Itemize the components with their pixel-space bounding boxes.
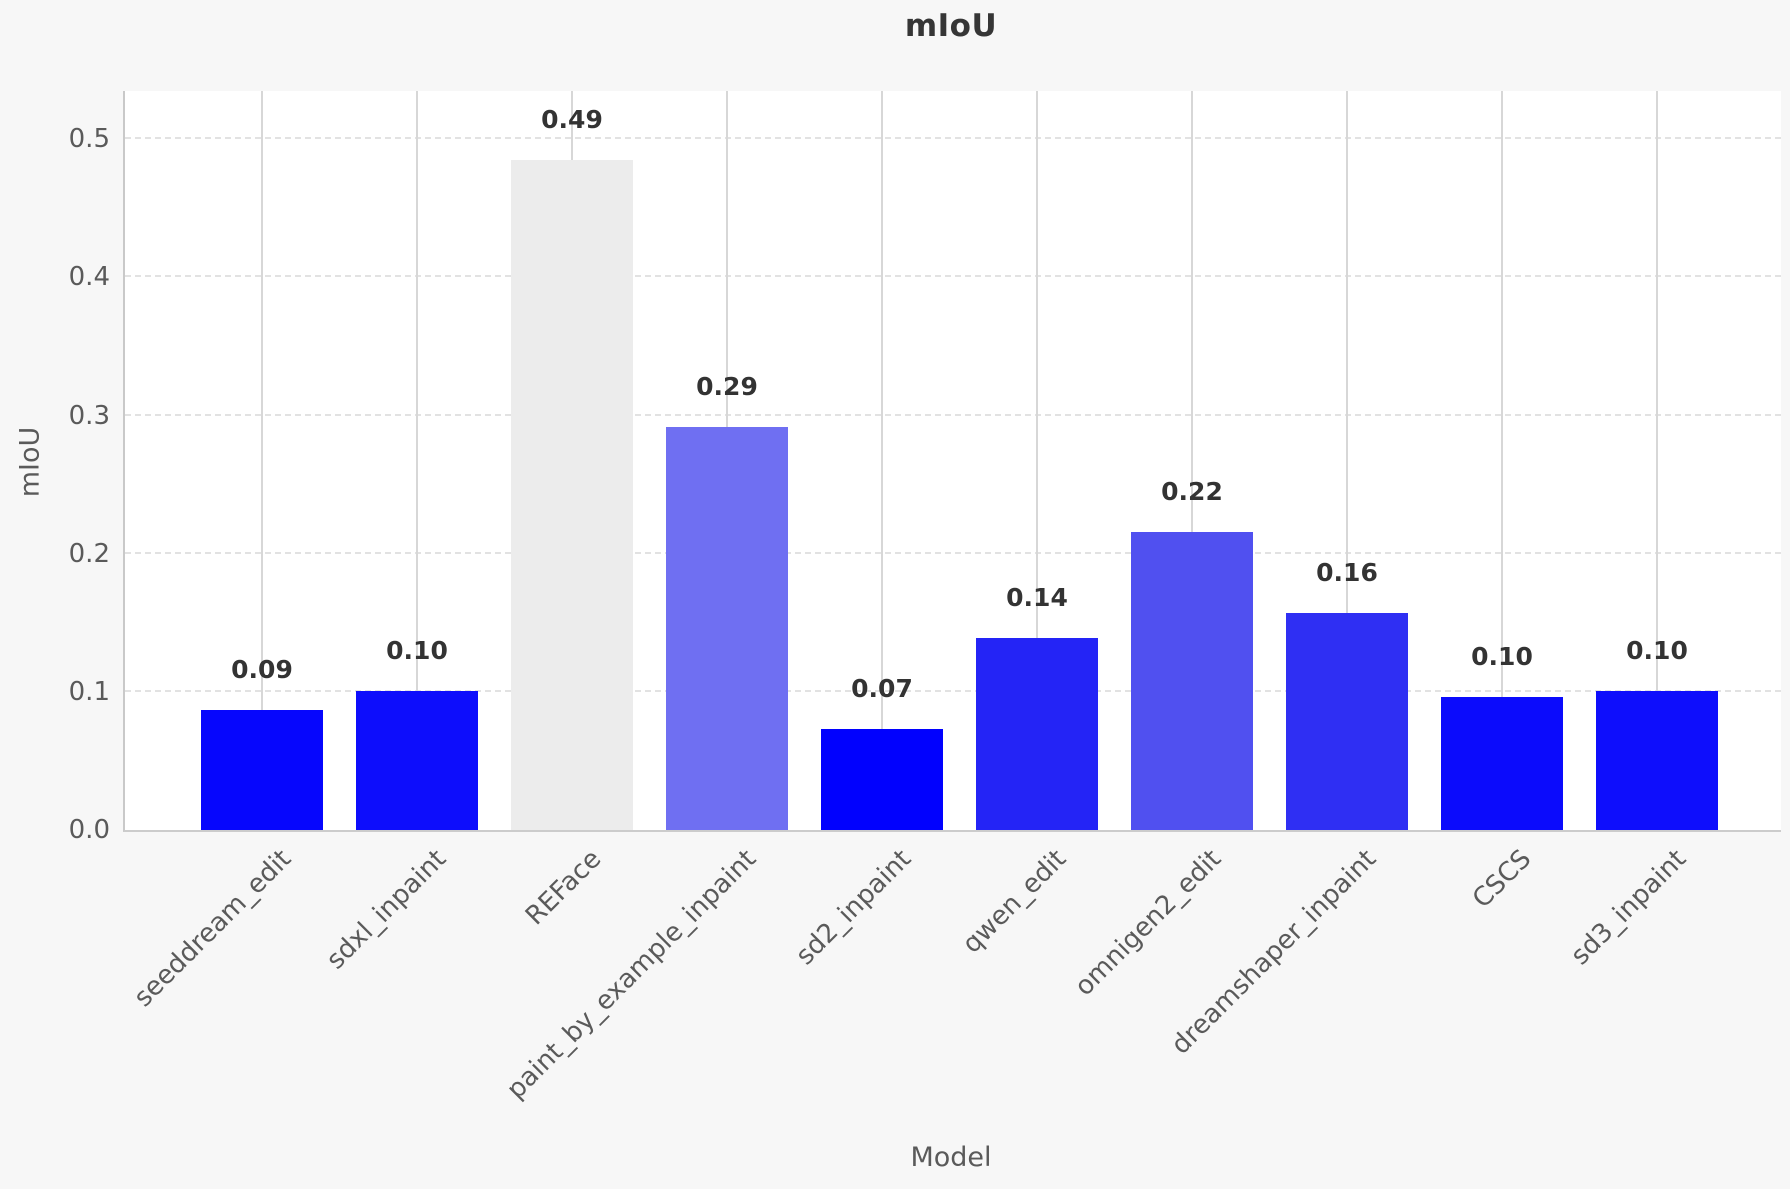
gridline-horizontal	[125, 413, 1781, 416]
y-tick-label: 0.1	[68, 676, 110, 707]
bar-value-label: 0.09	[231, 654, 293, 684]
x-tick-label: CSCS	[1466, 844, 1538, 915]
gridline-vertical	[416, 91, 418, 830]
gridline-vertical	[1656, 91, 1658, 830]
x-tick-label: REFace	[520, 844, 608, 932]
gridline-horizontal	[125, 137, 1781, 140]
gridline-vertical	[1036, 91, 1038, 830]
bar-seeddream_edit	[201, 709, 323, 830]
bar-value-label: 0.22	[1161, 476, 1223, 506]
gridline-vertical	[1191, 91, 1193, 830]
bar-sd2_inpaint	[821, 729, 943, 830]
y-tick-label: 0.0	[68, 815, 110, 845]
y-tick-label: 0.3	[68, 400, 110, 431]
gridline-vertical	[1346, 91, 1348, 830]
chart-title: mIoU	[904, 8, 998, 44]
x-tick-label: omnigen2_edit	[1069, 844, 1228, 1002]
plot-area: 0.09 0.10 0.49 0.29 0.07 0.14 0.22 0.16 0.10 0.10	[123, 91, 1781, 832]
x-axis-label: Model	[910, 1142, 992, 1173]
bar-CSCS	[1441, 697, 1563, 830]
bar-dreamshaper_inpaint	[1286, 613, 1408, 830]
x-tick-label: paint_by_example_inpaint	[501, 844, 763, 1106]
bar-sdxl_inpaint	[356, 690, 478, 830]
x-tick-label: sdxl_inpaint	[320, 844, 453, 976]
bar-value-label: 0.10	[386, 635, 448, 665]
bar-value-label: 0.16	[1316, 558, 1378, 588]
y-tick-label: 0.2	[68, 538, 110, 569]
bar-value-label: 0.14	[1006, 583, 1068, 612]
bar-value-label: 0.49	[541, 105, 603, 135]
gridline-vertical	[1501, 91, 1503, 830]
bar-value-label: 0.10	[1471, 642, 1533, 672]
bar-value-label: 0.29	[696, 371, 758, 401]
bar-value-label: 0.07	[851, 674, 913, 704]
bar-paint_by_example_inpaint	[666, 426, 788, 830]
x-tick-label: sd3_inpaint	[1565, 844, 1693, 972]
bar-sd3_inpaint	[1596, 690, 1718, 830]
y-tick-label: 0.5	[68, 124, 110, 155]
x-tick-label: qwen_edit	[956, 844, 1073, 960]
y-axis-label: mIoU	[14, 426, 46, 498]
gridline-horizontal	[125, 275, 1781, 278]
gridline-vertical	[261, 91, 263, 830]
x-tick-label: seeddream_edit	[128, 844, 298, 1013]
bar-omnigen2_edit	[1131, 531, 1253, 830]
gridline-horizontal	[125, 689, 1781, 692]
bar-qwen_edit	[976, 638, 1098, 830]
bar-value-label: 0.10	[1626, 635, 1688, 665]
x-tick-label: sd2_inpaint	[790, 844, 918, 972]
gridline-horizontal	[125, 551, 1781, 554]
gridline-vertical	[881, 91, 883, 830]
bar-REFace	[511, 160, 633, 830]
y-tick-label: 0.4	[68, 262, 110, 293]
